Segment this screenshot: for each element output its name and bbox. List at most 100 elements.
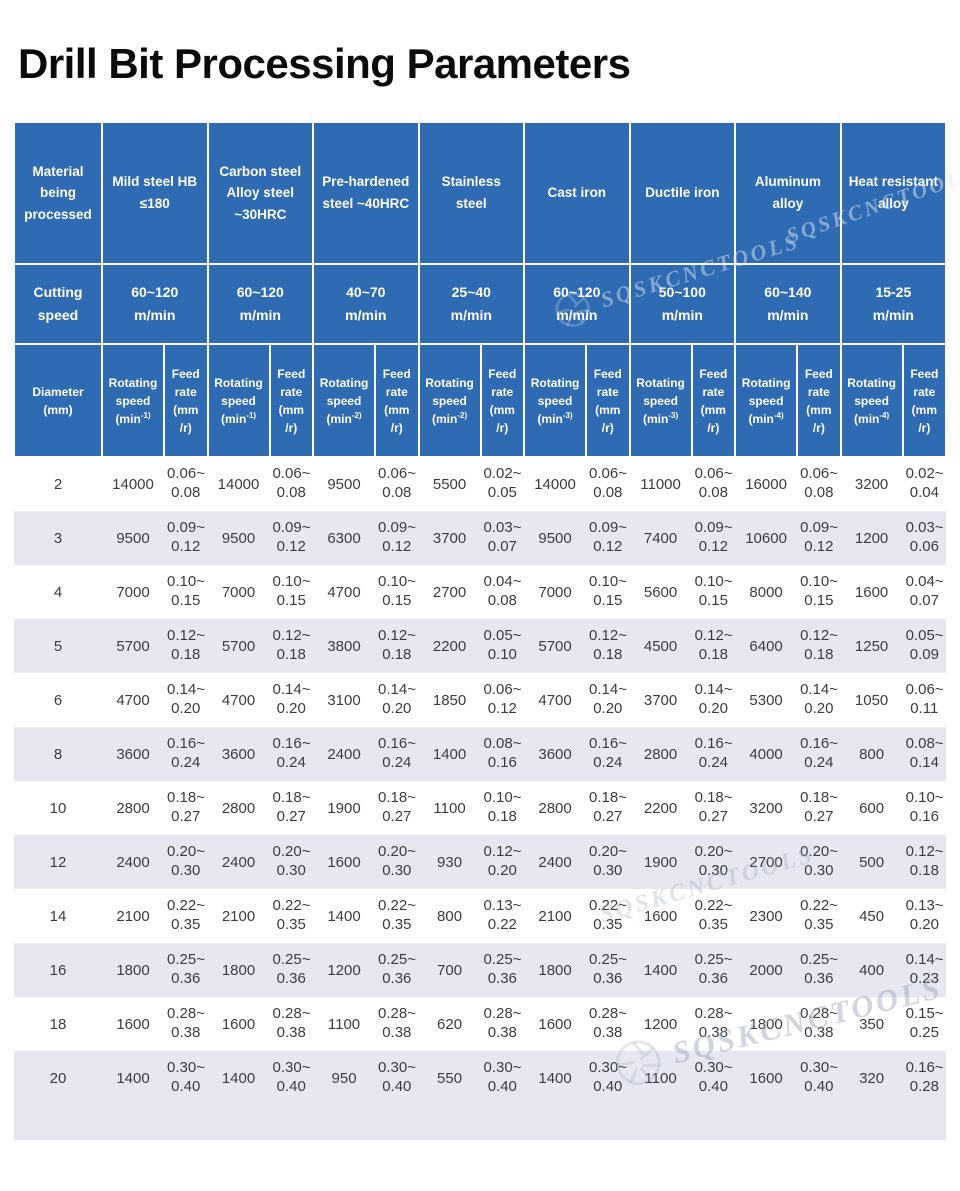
feed-rate-value: 0.20~ 0.30 <box>272 843 311 879</box>
feed-rate-value: 0.25~ 0.36 <box>483 951 522 987</box>
rotating-speed-value: 1100 <box>327 1015 361 1033</box>
rotating-speed-value: 2100 <box>221 907 256 925</box>
diameter-value: 12 <box>49 853 67 871</box>
rotating-speed-value: 2300 <box>749 907 783 925</box>
rotating-speed-value: 550 <box>437 1069 463 1087</box>
feed-rate-value: 0.04~ 0.07 <box>905 573 944 609</box>
feed-rate-value: 0.06~ 0.08 <box>378 465 416 501</box>
rotating-speed-value: 2200 <box>643 799 678 817</box>
feed-rate-value: 0.30~ 0.40 <box>167 1059 205 1095</box>
feed-rate-value: 0.18~ 0.27 <box>272 789 311 825</box>
feed-rate-value: 0.14~ 0.23 <box>905 951 944 987</box>
cutting-speed-value: 60~120 m/min <box>524 264 630 344</box>
rotating-speed-value: 800 <box>437 907 463 925</box>
feed-rate-value: 0.10~ 0.18 <box>483 789 522 825</box>
rotating-speed-value: 1100 <box>433 799 466 817</box>
diameter-value: 20 <box>49 1069 67 1087</box>
rotating-speed-value: 2100 <box>538 907 572 925</box>
rotating-speed-value: 3200 <box>854 475 889 493</box>
rotating-speed-value: 6400 <box>749 637 783 655</box>
material-header: Carbon steel Alloy steel ~30HRC <box>207 122 314 264</box>
rotating-speed-value: 11000 <box>640 475 681 493</box>
feed-rate-value: 0.18~ 0.27 <box>589 789 628 825</box>
feed-rate-value: 0.05~ 0.10 <box>483 627 522 663</box>
feed-rate-value: 0.14~ 0.20 <box>378 681 416 717</box>
table-row: 4 7000 0.10~ 0.15 7000 0.10~ 0.15 4700 0.10~ 0… <box>14 565 946 619</box>
feed-rate-value: 0.28~ 0.38 <box>800 1005 839 1041</box>
feed-rate-value: 0.08~ 0.14 <box>905 735 944 771</box>
rotating-speed-value: 1800 <box>116 961 150 979</box>
feed-rate-value: 0.28~ 0.38 <box>589 1005 628 1041</box>
rotating-speed-value: 1400 <box>327 907 361 925</box>
feed-rate-header: Feed rate (mm /r) <box>902 344 947 457</box>
feed-rate-value: 0.10~ 0.15 <box>272 573 311 609</box>
rotating-speed-header: Rotating speed (min-2) <box>313 344 376 457</box>
feed-rate-value: 0.06~ 0.11 <box>905 681 944 717</box>
feed-rate-header: Feed rate (mm /r) <box>797 344 841 457</box>
rotating-speed-value: 1850 <box>432 691 467 709</box>
feed-rate-value: 0.03~ 0.07 <box>483 519 522 555</box>
rotating-speed-value: 4700 <box>327 583 361 601</box>
table-row: 10 2800 0.18~ 0.27 2800 0.18~ 0.27 1900 0.18~ … <box>14 781 946 835</box>
cutting-speed-value: 25~40 m/min <box>418 264 525 344</box>
rotating-speed-value: 5300 <box>749 691 783 709</box>
rotating-speed-header: Rotating speed (min-4) <box>840 344 903 457</box>
rotating-speed-header: Rotating speed (min-1) <box>102 344 164 457</box>
rotating-speed-value: 2800 <box>116 799 150 817</box>
feed-rate-value: 0.30~ 0.40 <box>694 1059 733 1095</box>
rotating-speed-value: 620 <box>437 1015 463 1033</box>
feed-rate-value: 0.02~ 0.05 <box>483 465 522 501</box>
material-header: Ductile iron <box>629 122 736 264</box>
rotating-speed-value: 14000 <box>534 475 576 493</box>
rotating-speed-value: 350 <box>859 1015 885 1033</box>
rotating-speed-value: 4700 <box>221 691 256 709</box>
rotating-speed-value: 3100 <box>327 691 361 709</box>
rotating-speed-value: 2400 <box>327 745 361 763</box>
feed-rate-value: 0.18~ 0.27 <box>167 789 205 825</box>
feed-rate-value: 0.20~ 0.30 <box>589 843 628 879</box>
feed-rate-value: 0.12~ 0.20 <box>483 843 522 879</box>
feed-rate-value: 0.06~ 0.12 <box>483 681 522 717</box>
diameter-value: 5 <box>53 637 63 655</box>
table-row: 20 1400 0.30~ 0.40 1400 0.30~ 0.40 950 0.30~ 0… <box>14 1051 947 1105</box>
rotating-speed-value: 2400 <box>116 853 150 871</box>
feed-rate-value: 0.13~ 0.22 <box>483 897 522 933</box>
cutting-speed-value: 15-25 m/min <box>840 264 947 344</box>
table-row: 5 5700 0.12~ 0.18 5700 0.12~ 0.18 3800 0.12~ 0… <box>14 619 947 673</box>
rotating-speed-header: Rotating speed (min-2) <box>418 344 481 457</box>
rotating-speed-value: 2800 <box>221 799 256 817</box>
feed-rate-value: 0.22~ 0.35 <box>378 897 416 933</box>
feed-rate-value: 0.28~ 0.38 <box>378 1005 416 1041</box>
material-header: Stainless steel <box>418 122 525 264</box>
rotating-speed-value: 3600 <box>116 745 150 763</box>
feed-rate-value: 0.15~ 0.25 <box>905 1005 944 1041</box>
rotating-speed-value: 5600 <box>643 583 678 601</box>
rotating-speed-value: 1600 <box>116 1015 150 1033</box>
diameter-value: 18 <box>49 1015 67 1033</box>
feed-rate-header: Feed rate (mm /r) <box>164 344 208 457</box>
rotating-speed-value: 1400 <box>432 745 467 763</box>
feed-rate-value: 0.22~ 0.35 <box>167 897 205 933</box>
feed-rate-value: 0.06~ 0.08 <box>272 465 311 501</box>
rotating-speed-value: 1400 <box>221 1069 256 1087</box>
cutting-speed-value: 50~100 m/min <box>629 264 736 344</box>
table-footer-strip <box>14 1105 946 1140</box>
feed-rate-value: 0.12~ 0.18 <box>378 627 416 663</box>
material-header: Mild steel HB ≤180 <box>102 122 208 264</box>
rotating-speed-value: 14000 <box>112 475 154 493</box>
feed-rate-value: 0.14~ 0.20 <box>167 681 205 717</box>
rotating-speed-value: 2800 <box>538 799 572 817</box>
feed-rate-value: 0.30~ 0.40 <box>483 1059 522 1095</box>
rotating-speed-value: 1900 <box>643 853 678 871</box>
feed-rate-value: 0.06~ 0.08 <box>589 465 628 501</box>
feed-rate-value: 0.20~ 0.30 <box>378 843 416 879</box>
feed-rate-header: Feed rate (mm /r) <box>691 344 736 457</box>
feed-rate-value: 0.10~ 0.15 <box>378 573 416 609</box>
rotating-speed-value: 1400 <box>538 1069 572 1087</box>
rotating-speed-value: 1050 <box>854 691 889 709</box>
rotating-speed-value: 5700 <box>116 637 150 655</box>
feed-rate-value: 0.06~ 0.08 <box>694 465 733 501</box>
table-row: 8 3600 0.16~ 0.24 3600 0.16~ 0.24 2400 0.16~ 0… <box>14 727 947 781</box>
diameter-value: 16 <box>49 961 67 979</box>
